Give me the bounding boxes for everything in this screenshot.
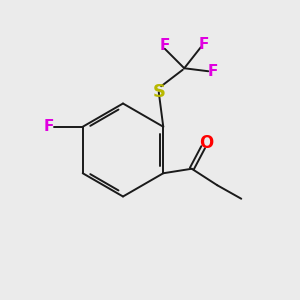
Text: O: O	[199, 134, 213, 152]
Text: F: F	[199, 37, 209, 52]
Text: S: S	[152, 83, 165, 101]
Text: F: F	[44, 119, 54, 134]
Text: F: F	[160, 38, 170, 53]
Text: F: F	[208, 64, 218, 79]
